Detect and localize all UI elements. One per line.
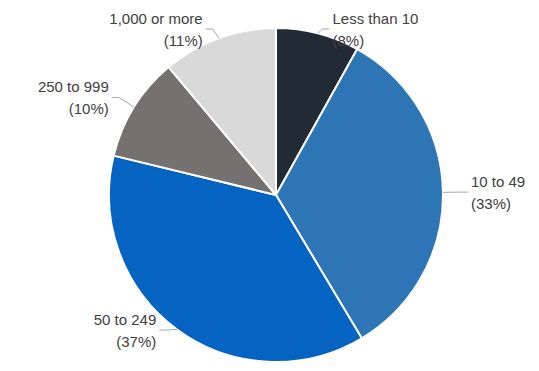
value-label: (8%) [332, 32, 364, 49]
category-label: 1,000 or more [109, 10, 202, 27]
leader-line [443, 192, 468, 193]
chart-container: Less than 10 (8%) 10 to 49 (33%) 50 to 249 (3… [0, 0, 539, 371]
leader-line [112, 97, 134, 106]
pie-slice [169, 28, 276, 195]
leader-line [206, 29, 219, 38]
value-label: (33%) [471, 195, 511, 212]
category-label: 250 to 999 [38, 78, 109, 95]
category-label: 50 to 249 [94, 311, 157, 328]
value-label: (37%) [116, 333, 156, 350]
value-label: (11%) [164, 32, 203, 49]
slices [109, 28, 443, 362]
value-label: (10%) [69, 100, 109, 117]
leader-line [159, 329, 177, 331]
labels: Less than 10 (8%) 10 to 49 (33%) 50 to 249 (3… [38, 10, 525, 350]
pie-slice [109, 156, 362, 362]
category-label: 10 to 49 [471, 173, 525, 190]
leader-line [318, 29, 330, 33]
pie-chart: Less than 10 (8%) 10 to 49 (33%) 50 to 249 (3… [0, 0, 539, 371]
category-label: Less than 10 [332, 10, 418, 27]
